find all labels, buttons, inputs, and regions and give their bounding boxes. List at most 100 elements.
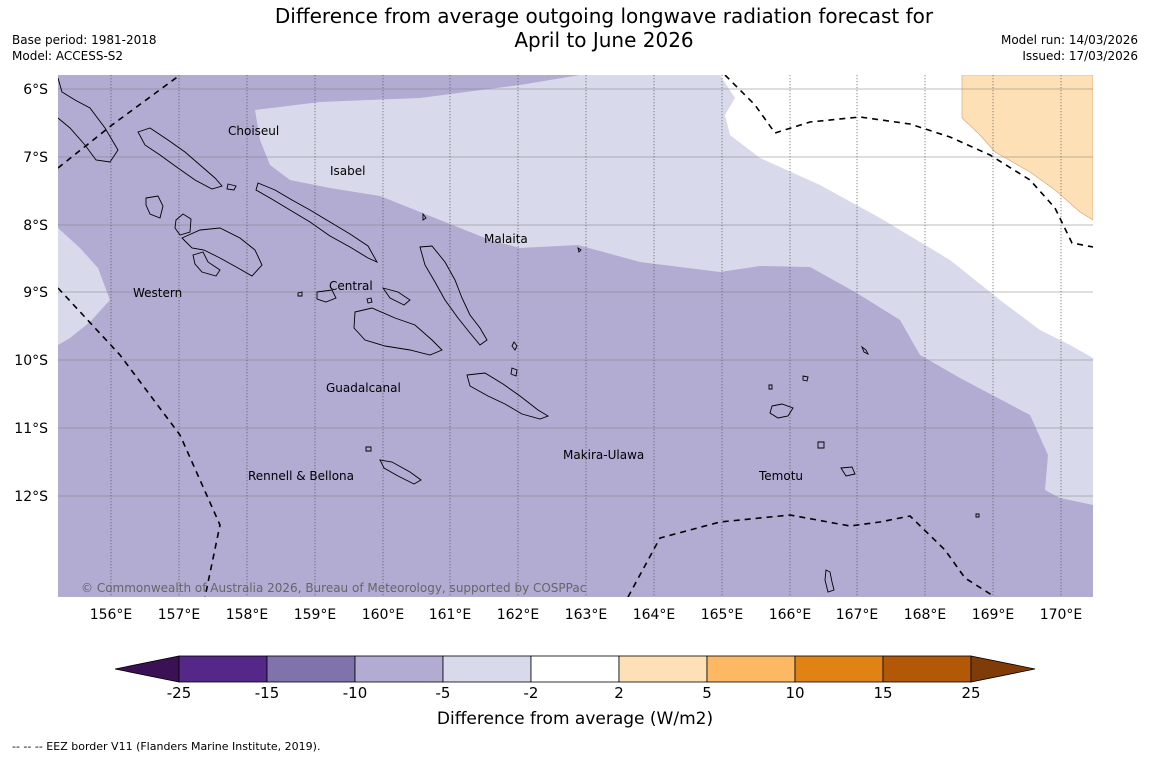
island-sikaiana: [860, 345, 870, 356]
island-kolombangara: [174, 213, 192, 236]
colorbar-segment: [178, 655, 268, 683]
lon-label: 162°E: [497, 607, 540, 623]
lat-label: 6°S: [23, 82, 48, 98]
lon-label: 160°E: [362, 607, 405, 623]
label-choiseul: Choiseul: [228, 124, 279, 138]
lon-label: 163°E: [565, 607, 608, 623]
colorbar-tick: -2: [523, 684, 539, 702]
longitude-labels: 156°E 157°E 158°E 159°E 160°E 161°E 162°…: [90, 607, 1083, 623]
shade-west-edge: [58, 228, 110, 345]
colorbar-segment: [706, 655, 796, 683]
island-florida: [381, 287, 411, 306]
lat-label: 12°S: [14, 489, 48, 505]
island-malaita: [419, 245, 488, 346]
island-vanikoro: [840, 466, 856, 477]
lat-label: 10°S: [14, 353, 48, 369]
island-new-georgia: [181, 227, 263, 277]
base-period: Base period: 1981-2018: [12, 33, 157, 47]
model-run: Model run: 14/03/2026: [1000, 33, 1138, 47]
lon-label: 164°E: [633, 607, 676, 623]
label-rennell-bellona: Rennell & Bellona: [248, 469, 354, 483]
lat-label: 11°S: [14, 421, 48, 437]
label-isabel: Isabel: [330, 164, 365, 178]
label-guadalcanal: Guadalcanal: [326, 381, 401, 395]
lon-label: 167°E: [836, 607, 879, 623]
lon-label: 156°E: [90, 607, 133, 623]
lon-label: 166°E: [769, 607, 812, 623]
colorbar-title: Difference from average (W/m2): [436, 709, 714, 729]
colorbar-segment: [882, 655, 972, 683]
island-choiseul: [137, 127, 223, 190]
eez-borders: [58, 75, 1093, 597]
lon-label: 161°E: [429, 607, 472, 623]
label-western: Western: [133, 286, 182, 300]
island-malaita-south: [511, 341, 518, 351]
colorbar-tick: 25: [961, 684, 981, 702]
island-russell: [297, 291, 303, 297]
colorbar-segment: [618, 655, 708, 683]
colorbar: [114, 655, 1036, 683]
lon-label: 158°E: [226, 607, 269, 623]
colorbar-tick: -10: [342, 684, 368, 702]
lon-label: 165°E: [701, 607, 744, 623]
island-anuta: [975, 513, 980, 518]
colorbar-tick: -15: [254, 684, 280, 702]
island-makira: [466, 372, 550, 420]
island-guadalcanal: [353, 307, 443, 356]
title-line-2: April to June 2026: [514, 28, 694, 52]
colorbar-tick: 5: [702, 684, 712, 702]
label-makira-ulawa: Makira-Ulawa: [563, 448, 644, 462]
colorbar-cap-high: [970, 655, 1036, 683]
province-labels: Choiseul Isabel Malaita Western Central …: [133, 124, 803, 483]
island-choiseul-east: [226, 183, 237, 191]
eez-footnote: -- -- -- EEZ border V11 (Flanders Marine…: [12, 740, 321, 753]
lon-label: 169°E: [972, 607, 1015, 623]
island-rendova: [192, 251, 221, 277]
island-reef: [768, 384, 773, 390]
shade-plus2-plus5: [961, 75, 1093, 221]
copyright-text: © Commonwealth of Australia 2026, Bureau…: [81, 581, 586, 595]
island-duff: [802, 375, 809, 382]
colorbar-segment: [442, 655, 532, 683]
island-savo: [366, 297, 373, 304]
lat-label: 9°S: [23, 285, 48, 301]
island-ndeni: [769, 403, 794, 419]
island-ontong: [577, 246, 582, 253]
model-name: Model: ACCESS-S2: [12, 49, 124, 63]
title-line-1: Difference from average outgoing longwav…: [274, 4, 934, 28]
meta-right: Model run: 14/03/2026 Issued: 17/03/2026: [1001, 32, 1138, 64]
map-area: Choiseul Isabel Malaita Western Central …: [58, 75, 1093, 597]
longitude-gridlines: [110, 75, 1062, 597]
lat-label: 7°S: [23, 150, 48, 166]
label-malaita: Malaita: [484, 232, 528, 246]
colorbar-tick: 10: [785, 684, 805, 702]
island-utupua: [817, 441, 825, 449]
colorbar-tick: -25: [166, 684, 192, 702]
island-bellona: [365, 446, 372, 452]
colorbar-tick: 15: [873, 684, 893, 702]
colorbar-cap-low: [114, 655, 180, 683]
latitude-labels: 6°S 7°S 8°S 9°S 10°S 11°S 12°S: [14, 82, 48, 505]
label-temotu: Temotu: [758, 469, 803, 483]
island-isabel: [255, 182, 379, 263]
map-title: Difference from average outgoing longwav…: [200, 4, 1008, 52]
island-ulawa: [510, 367, 518, 377]
island-bougainville: [58, 77, 119, 163]
island-tikopia: [824, 569, 835, 593]
lon-label: 168°E: [904, 607, 947, 623]
issued-date: Issued: 17/03/2026: [1022, 49, 1138, 63]
lon-label: 159°E: [294, 607, 337, 623]
label-central: Central: [329, 279, 373, 293]
islands: [58, 77, 980, 593]
island-vella: [145, 195, 164, 219]
colorbar-segment: [266, 655, 356, 683]
meta-left: Base period: 1981-2018 Model: ACCESS-S2: [12, 32, 157, 64]
lat-label: 8°S: [23, 218, 48, 234]
colorbar-segment: [530, 655, 620, 683]
island-nggela: [316, 289, 337, 303]
island-malaita-north: [422, 212, 427, 221]
colorbar-segment: [794, 655, 884, 683]
colorbar-tick: -5: [435, 684, 451, 702]
lon-label: 170°E: [1040, 607, 1083, 623]
latitude-gridlines: [58, 88, 1093, 497]
